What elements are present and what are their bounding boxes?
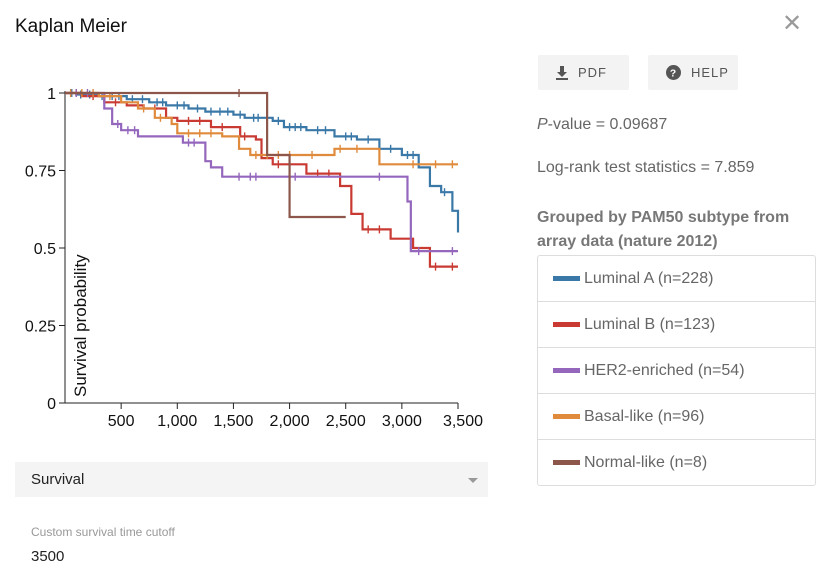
y-tick-label: 1	[47, 86, 56, 103]
p-symbol: P	[537, 116, 548, 133]
x-tick-label: 1,500	[213, 413, 253, 430]
help-button[interactable]: ? HELP	[648, 55, 738, 90]
x-tick-label: 2,000	[270, 413, 310, 430]
legend-label: Luminal B (n=123)	[584, 315, 716, 333]
close-icon[interactable]: ✕	[781, 10, 803, 37]
cutoff-field-label: Custom survival time cutoff	[31, 525, 175, 539]
km-curve-luminal-b-n-123	[65, 91, 458, 268]
legend-label: Basal-like (n=96)	[584, 407, 705, 425]
y-tick-label: 0.75	[25, 164, 56, 181]
p-value: -value = 0.09687	[547, 116, 668, 133]
pdf-button-label: PDF	[578, 65, 607, 80]
y-axis-label: Survival probability	[71, 254, 90, 397]
legend-swatch	[553, 368, 580, 373]
km-curve-normal-like-n-8	[65, 91, 346, 219]
help-circle-icon: ?	[666, 65, 681, 80]
legend-swatch	[553, 276, 580, 281]
legend-swatch	[553, 460, 580, 465]
kaplan-meier-chart: 0 0.25 0.5 0.75 1 500 1,000 1,500 2,000 2,500 3,00…	[25, 86, 483, 430]
x-tick-label: 500	[108, 413, 135, 430]
km-curve-luminal-a-n-228	[65, 91, 460, 233]
p-value-text: P-value = 0.09687	[537, 116, 667, 134]
grouping-title: Grouped by PAM50 subtype from array data…	[537, 209, 790, 250]
legend-swatch	[553, 414, 580, 419]
y-tick-label: 0	[47, 396, 56, 413]
legend-label: Luminal A (n=228)	[584, 269, 714, 287]
logrank-statistic: Log-rank test statistics = 7.859	[537, 159, 755, 176]
x-tick-label: 3,000	[382, 413, 422, 430]
svg-text:?: ?	[670, 68, 677, 79]
select-value: Survival	[31, 471, 85, 488]
dialog-title: Kaplan Meier	[15, 16, 127, 37]
legend-label: Normal-like (n=8)	[584, 453, 708, 471]
legend-item-luminal-a[interactable]: Luminal A (n=228)	[538, 256, 815, 301]
cutoff-input[interactable]	[31, 546, 231, 566]
legend-label: HER2-enriched (n=54)	[584, 361, 745, 379]
x-tick-label: 2,500	[326, 413, 366, 430]
y-tick-label: 0.5	[34, 241, 56, 258]
survival-type-select[interactable]: Survival	[15, 462, 488, 497]
legend: Luminal A (n=228) Luminal B (n=123) HER2…	[537, 255, 816, 486]
legend-item-her2-enriched[interactable]: HER2-enriched (n=54)	[538, 347, 815, 393]
x-tick-label: 3,500	[443, 413, 483, 430]
download-icon	[556, 65, 568, 80]
y-tick-label: 0.25	[25, 319, 56, 336]
chevron-down-icon	[468, 478, 478, 483]
help-button-label: HELP	[691, 65, 729, 80]
km-curve-basal-like-n-96	[65, 91, 458, 166]
legend-swatch	[553, 322, 580, 327]
legend-item-luminal-b[interactable]: Luminal B (n=123)	[538, 301, 815, 347]
x-tick-label: 1,000	[157, 413, 197, 430]
legend-item-normal-like[interactable]: Normal-like (n=8)	[538, 439, 815, 485]
legend-item-basal-like[interactable]: Basal-like (n=96)	[538, 393, 815, 439]
pdf-download-button[interactable]: PDF	[538, 55, 629, 90]
